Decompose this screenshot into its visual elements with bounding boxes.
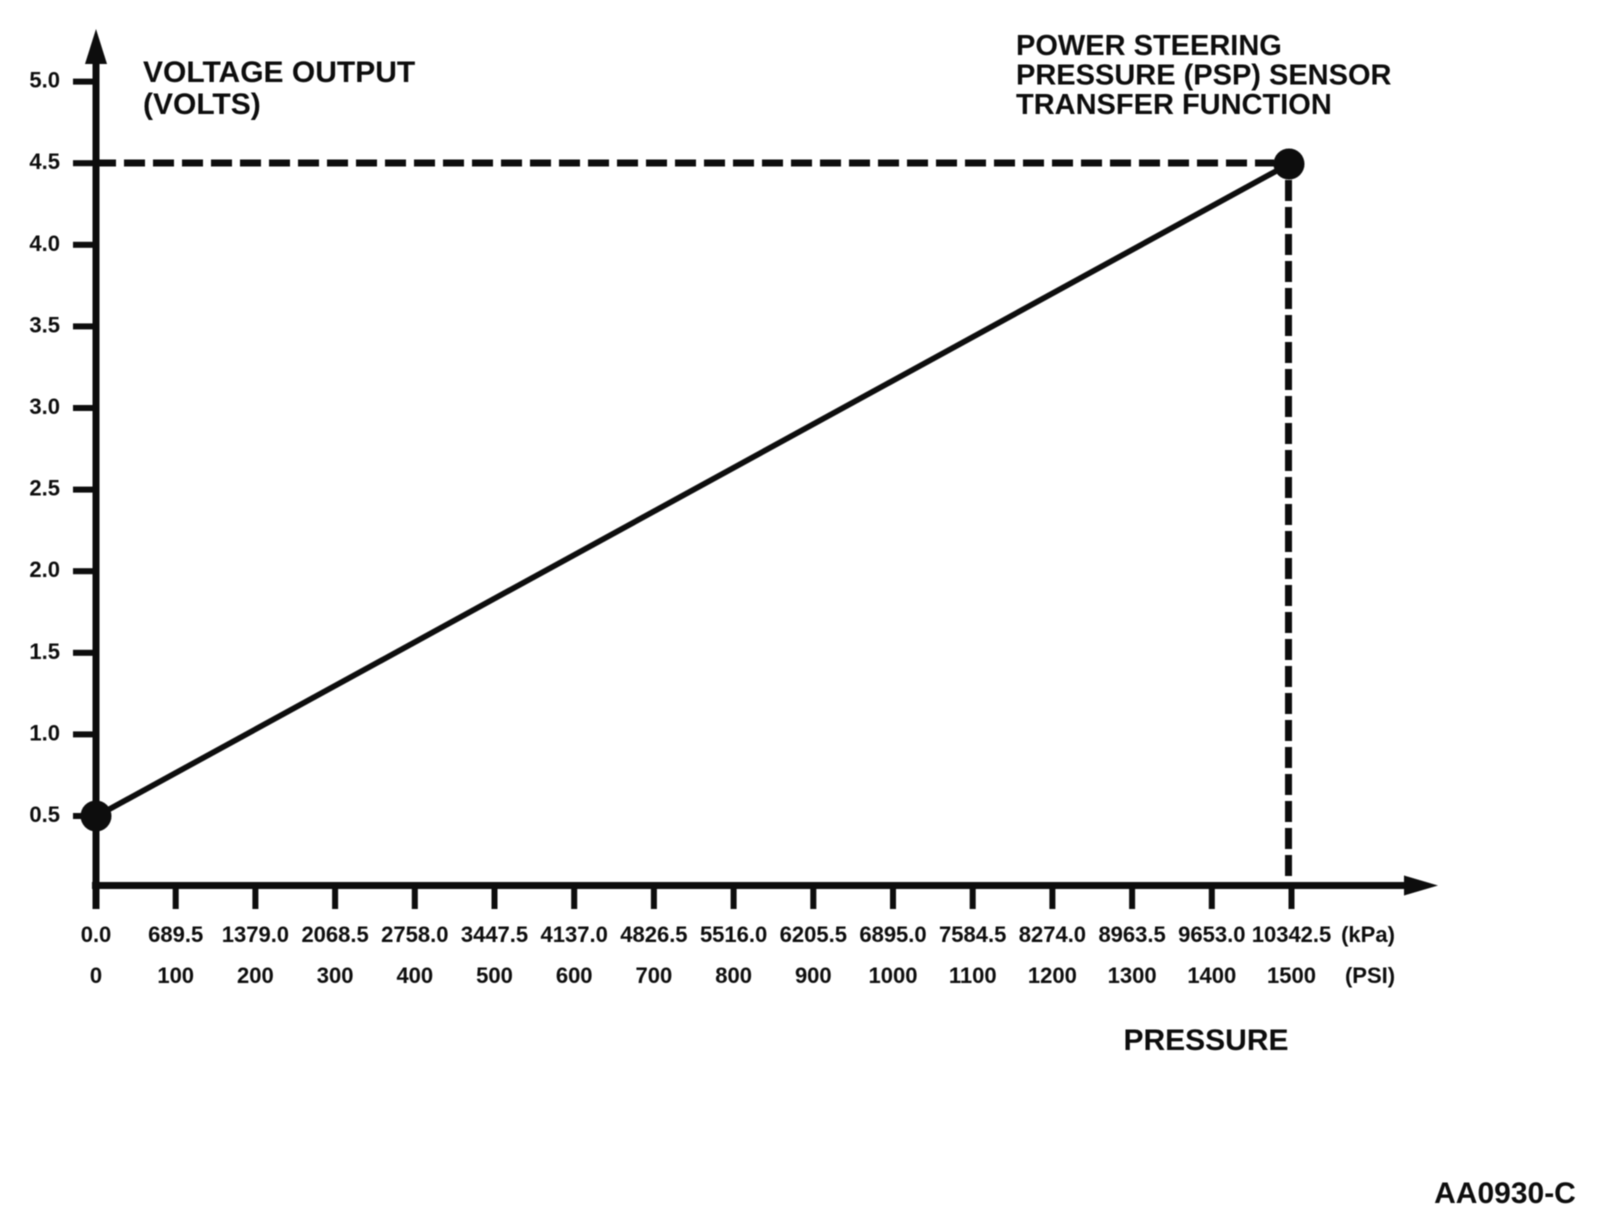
svg-text:8963.5: 8963.5 [1098,922,1165,947]
svg-text:2068.5: 2068.5 [301,922,368,947]
svg-text:3.5: 3.5 [29,312,60,337]
svg-text:4137.0: 4137.0 [541,922,608,947]
svg-text:5516.0: 5516.0 [700,922,767,947]
svg-text:PRESSURE: PRESSURE [1123,1024,1288,1057]
svg-text:10342.5: 10342.5 [1252,922,1332,947]
svg-text:3447.5: 3447.5 [461,922,528,947]
svg-text:689.5: 689.5 [148,922,203,947]
svg-text:700: 700 [636,963,673,988]
svg-text:VOLTAGE OUTPUT: VOLTAGE OUTPUT [143,56,415,89]
svg-text:1100: 1100 [949,963,997,988]
svg-text:0.0: 0.0 [81,922,112,947]
svg-text:PRESSURE (PSP) SENSOR: PRESSURE (PSP) SENSOR [1016,60,1392,92]
svg-text:600: 600 [556,963,593,988]
svg-text:1500: 1500 [1267,963,1316,988]
svg-text:300: 300 [317,963,354,988]
svg-text:TRANSFER FUNCTION: TRANSFER FUNCTION [1016,89,1332,121]
svg-text:AA0930-C: AA0930-C [1434,1177,1576,1210]
svg-text:0.5: 0.5 [29,802,60,827]
svg-text:(VOLTS): (VOLTS) [143,88,261,121]
svg-text:(kPa): (kPa) [1341,922,1395,947]
svg-text:7584.5: 7584.5 [939,922,1006,947]
svg-text:900: 900 [795,963,832,988]
svg-text:1200: 1200 [1028,963,1077,988]
svg-text:1300: 1300 [1108,963,1157,988]
svg-text:200: 200 [237,963,274,988]
svg-text:POWER STEERING: POWER STEERING [1016,30,1282,62]
svg-text:(PSI): (PSI) [1345,963,1395,988]
svg-text:4.5: 4.5 [29,149,60,174]
svg-text:3.0: 3.0 [29,394,60,419]
svg-text:9653.0: 9653.0 [1178,922,1245,947]
svg-text:1.5: 1.5 [29,639,60,664]
svg-text:400: 400 [396,963,433,988]
svg-text:8274.0: 8274.0 [1019,922,1086,947]
svg-text:2758.0: 2758.0 [381,922,448,947]
svg-text:1379.0: 1379.0 [222,922,289,947]
svg-text:500: 500 [476,963,513,988]
svg-text:6205.5: 6205.5 [780,922,847,947]
svg-text:2.5: 2.5 [29,476,60,501]
svg-text:1400: 1400 [1187,963,1236,988]
svg-text:4.0: 4.0 [29,231,60,256]
svg-text:0: 0 [90,963,102,988]
svg-text:100: 100 [157,963,194,988]
svg-text:5.0: 5.0 [29,68,60,93]
svg-text:800: 800 [715,963,752,988]
svg-text:1000: 1000 [869,963,918,988]
svg-text:1.0: 1.0 [29,720,60,745]
svg-text:2.0: 2.0 [29,557,60,582]
svg-text:4826.5: 4826.5 [620,922,687,947]
svg-text:6895.0: 6895.0 [859,922,926,947]
